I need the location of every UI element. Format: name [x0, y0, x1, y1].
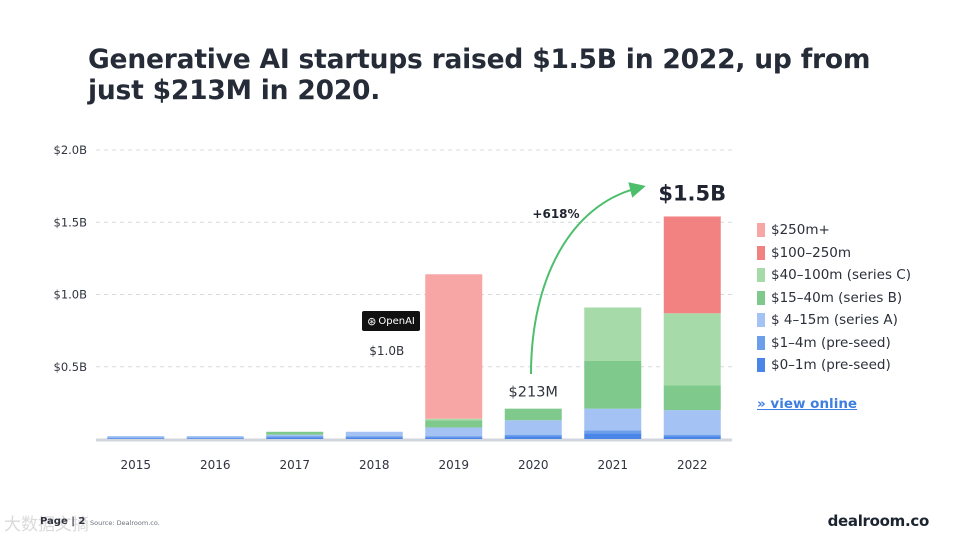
y-tick-label: $1.0B — [54, 288, 88, 302]
bar-segment — [107, 437, 165, 439]
x-tick-label: 2017 — [279, 458, 310, 472]
bar-segment — [425, 274, 483, 419]
bar-segment — [266, 436, 324, 438]
legend-swatch — [757, 335, 765, 350]
bar-segment — [504, 436, 562, 439]
openai-logo: ⊛ OpenAI — [362, 311, 420, 331]
bar-segment — [345, 431, 403, 437]
bar-segment — [504, 434, 562, 437]
bar-segment — [425, 418, 483, 421]
brand-logo: dealroom.co — [827, 512, 930, 530]
bar-segment — [425, 437, 483, 439]
x-tick-label: 2019 — [438, 458, 469, 472]
bar-segment — [425, 436, 483, 438]
legend-label: $1–4m (pre-seed) — [771, 334, 891, 351]
view-online-link[interactable]: » view online — [757, 396, 858, 412]
openai-funding-label: $1.0B — [369, 344, 404, 358]
legend-item: $ 4–15m (series A) — [757, 309, 911, 332]
legend-item: $40–100m (series C) — [757, 264, 911, 287]
legend-item: $0–1m (pre-seed) — [757, 354, 911, 377]
legend-label: $100–250m — [771, 244, 852, 261]
legend: $250m+ $100–250m $40–100m (series C) $15–40… — [757, 219, 911, 377]
bar-segment — [584, 360, 642, 409]
bar-label-2020: $213M — [509, 385, 558, 401]
bar-segment — [266, 434, 324, 437]
x-tick-label: 2022 — [677, 458, 708, 472]
watermark: 大数据文摘 — [4, 515, 89, 535]
y-tick-label: $1.5B — [54, 215, 88, 229]
openai-icon: ⊛ — [367, 314, 377, 328]
bar-segment — [345, 436, 403, 438]
legend-label: $250m+ — [771, 222, 830, 239]
bar-segment — [584, 430, 642, 434]
bar-segment — [663, 436, 721, 439]
bar-segment — [663, 216, 721, 314]
legend-label: $ 4–15m (series A) — [771, 312, 898, 329]
legend-label: $40–100m (series C) — [771, 267, 911, 284]
bar-segment — [425, 420, 483, 428]
bar-segment — [584, 307, 642, 361]
bar-segment — [663, 434, 721, 437]
bar-segment — [504, 408, 562, 421]
bar-segment — [266, 431, 324, 435]
x-tick-label: 2018 — [359, 458, 390, 472]
legend-swatch — [757, 358, 765, 373]
bar-segment — [186, 438, 244, 439]
openai-logo-text: OpenAI — [378, 315, 415, 327]
bar-segment — [107, 438, 165, 439]
legend-item: $250m+ — [757, 219, 911, 242]
bar-segment — [186, 436, 244, 438]
legend-swatch — [757, 313, 765, 328]
legend-swatch — [757, 245, 765, 260]
legend-item: $100–250m — [757, 242, 911, 265]
x-tick-label: 2020 — [518, 458, 549, 472]
legend-swatch — [757, 290, 765, 305]
legend-item: $1–4m (pre-seed) — [757, 332, 911, 355]
bar-segment — [663, 410, 721, 435]
bar-label-2022: $1.5B — [658, 181, 726, 205]
legend-label: $15–40m (series B) — [771, 289, 903, 306]
bar-segment — [584, 408, 642, 431]
bar-segment — [663, 313, 721, 386]
bar-segment — [186, 437, 244, 439]
bar-segment — [107, 436, 165, 438]
x-tick-label: 2015 — [120, 458, 151, 472]
bar-segment — [663, 385, 721, 411]
legend-swatch — [757, 268, 765, 283]
y-tick-label: $2.0B — [54, 143, 88, 157]
legend-label: $0–1m (pre-seed) — [771, 357, 891, 374]
growth-label: +618% — [532, 207, 579, 221]
chart-title: Generative AI startups raised $1.5B in 2… — [88, 44, 871, 106]
x-tick-label: 2016 — [200, 458, 231, 472]
page-number: Page | 2 — [40, 516, 86, 527]
x-tick-label: 2021 — [597, 458, 628, 472]
bar-segment — [266, 437, 324, 439]
bar-segment — [504, 420, 562, 435]
source-note: Source: Dealroom.co. — [90, 519, 160, 527]
legend-item: $15–40m (series B) — [757, 287, 911, 310]
y-tick-label: $0.5B — [54, 360, 88, 374]
growth-arrow — [530, 182, 646, 375]
bar-segment — [345, 437, 403, 439]
bar-segment — [584, 433, 642, 439]
legend-swatch — [757, 223, 765, 238]
bar-segment — [425, 427, 483, 437]
